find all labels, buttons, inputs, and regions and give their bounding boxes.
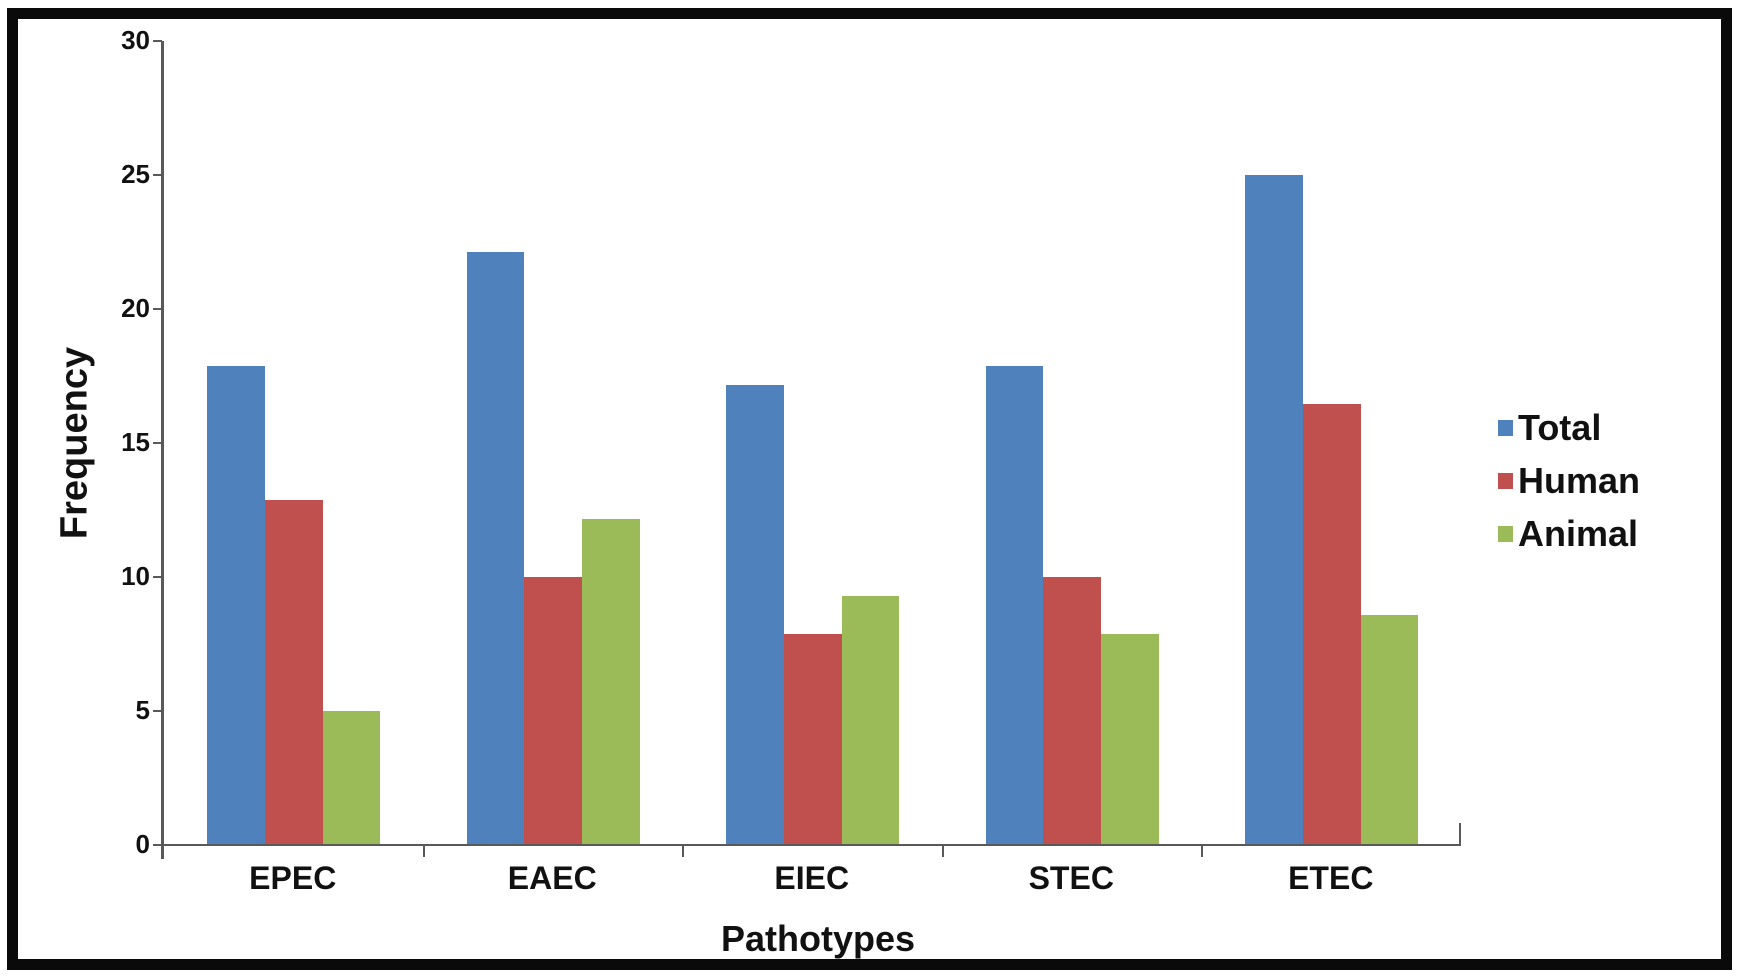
- category-label: ETEC: [1288, 859, 1374, 896]
- x-axis-tick: [941, 844, 944, 857]
- category-label: STEC: [1028, 859, 1114, 896]
- legend-swatch-animal: [1498, 526, 1513, 542]
- category-label: EPEC: [249, 859, 337, 896]
- y-axis-tick: [153, 575, 162, 578]
- bar-human-eaec: [524, 576, 583, 845]
- legend-item-human: Human: [1498, 461, 1640, 501]
- legend: Total Human Animal: [1498, 408, 1640, 554]
- bar-animal-eiec: [841, 595, 900, 845]
- bar-human-eiec: [783, 633, 842, 845]
- bar-total-eiec: [726, 385, 784, 845]
- y-tick-label: 0: [135, 828, 150, 859]
- legend-label: Human: [1518, 460, 1641, 501]
- legend-item-animal: Animal: [1498, 514, 1640, 554]
- y-tick-label: 30: [121, 25, 150, 55]
- legend-item-total: Total: [1498, 408, 1640, 448]
- bar-human-epec: [264, 500, 323, 845]
- x-axis-tick: [1201, 844, 1203, 857]
- bar-total-etec: [1245, 174, 1303, 845]
- y-axis-tick: [153, 843, 162, 846]
- bar-animal-etec: [1360, 614, 1419, 845]
- legend-swatch-total: [1498, 420, 1513, 436]
- bar-animal-eaec: [582, 519, 640, 845]
- x-axis-tick: [422, 844, 425, 857]
- y-axis-tick: [153, 40, 162, 42]
- bar-total-epec: [207, 366, 265, 845]
- y-tick-label: 25: [121, 158, 150, 189]
- y-tick-label: 10: [121, 560, 150, 591]
- category-label: EIEC: [774, 859, 850, 896]
- x-axis-title: Pathotypes: [720, 918, 916, 959]
- bar-animal-epec: [322, 710, 381, 845]
- legend-label: Total: [1518, 407, 1602, 448]
- x-axis-end-tick: [1458, 822, 1461, 845]
- bar-total-stec: [985, 366, 1044, 845]
- bar-human-stec: [1043, 576, 1102, 845]
- legend-label: Animal: [1518, 513, 1639, 554]
- bar-total-eaec: [466, 251, 525, 845]
- legend-swatch-human: [1498, 473, 1513, 489]
- y-axis-tick: [153, 709, 162, 712]
- y-tick-label: 15: [121, 426, 150, 457]
- y-axis-tick: [153, 173, 162, 176]
- y-axis-line: [161, 41, 164, 859]
- y-tick-label: 20: [121, 292, 150, 323]
- y-tick-label: 5: [135, 694, 150, 725]
- x-axis-line: [163, 843, 1461, 846]
- y-axis-tick: [153, 441, 162, 444]
- x-axis-tick: [682, 844, 684, 857]
- y-axis-title: Frequency: [53, 346, 96, 540]
- y-axis-tick: [153, 307, 162, 310]
- bar-animal-stec: [1101, 633, 1159, 845]
- bar-human-etec: [1302, 404, 1361, 845]
- category-label: EAEC: [507, 859, 597, 896]
